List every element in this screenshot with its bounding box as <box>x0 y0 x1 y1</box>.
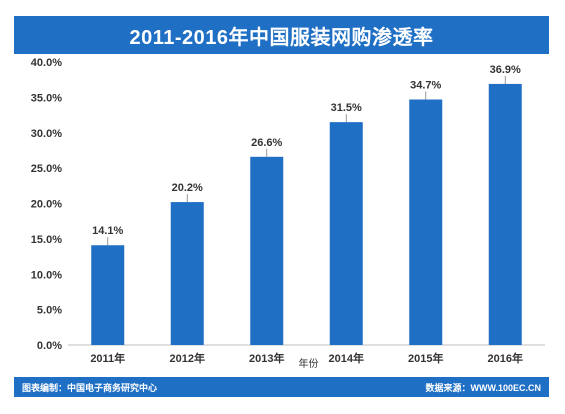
y-tick-label: 0.0% <box>37 340 62 352</box>
data-label: 20.2% <box>172 182 203 194</box>
bar <box>250 156 284 345</box>
y-tick-label: 30.0% <box>31 128 62 140</box>
x-tick-label: 2011年 <box>90 351 125 365</box>
x-tick-label: 2012年 <box>170 351 205 365</box>
x-tick-label: 2013年 <box>249 351 284 365</box>
bar <box>409 99 443 345</box>
data-label: 26.6% <box>251 137 282 149</box>
bar <box>488 83 522 346</box>
footer-banner: 图表编制：中国电子商务研究中心 数据来源：WWW.100EC.CN <box>14 377 549 397</box>
footer-source: 数据来源：WWW.100EC.CN <box>425 382 541 393</box>
y-tick-label: 40.0% <box>31 57 62 69</box>
y-tick-label: 10.0% <box>31 269 62 281</box>
bar <box>170 202 204 345</box>
bar <box>91 245 125 345</box>
x-tick-label: 2016年 <box>488 351 523 365</box>
y-tick-label: 15.0% <box>31 234 62 246</box>
y-tick-label: 20.0% <box>31 199 62 211</box>
chart-title: 2011-2016年中国服装网购渗透率 <box>129 26 434 49</box>
data-label: 31.5% <box>331 102 362 114</box>
title-banner: 2011-2016年中国服装网购渗透率 <box>14 16 549 54</box>
x-axis-title: 年份 <box>299 357 319 370</box>
y-tick-label: 35.0% <box>31 92 62 104</box>
x-tick-label: 2015年 <box>408 351 443 365</box>
x-tick-label: 2014年 <box>329 351 364 365</box>
data-label: 34.7% <box>410 79 441 91</box>
data-label: 14.1% <box>92 225 123 237</box>
data-label: 36.9% <box>490 64 521 76</box>
footer-credit: 图表编制：中国电子商务研究中心 <box>22 382 158 393</box>
bar <box>329 122 363 345</box>
y-tick-label: 25.0% <box>31 163 62 175</box>
y-tick-label: 5.0% <box>37 305 62 317</box>
